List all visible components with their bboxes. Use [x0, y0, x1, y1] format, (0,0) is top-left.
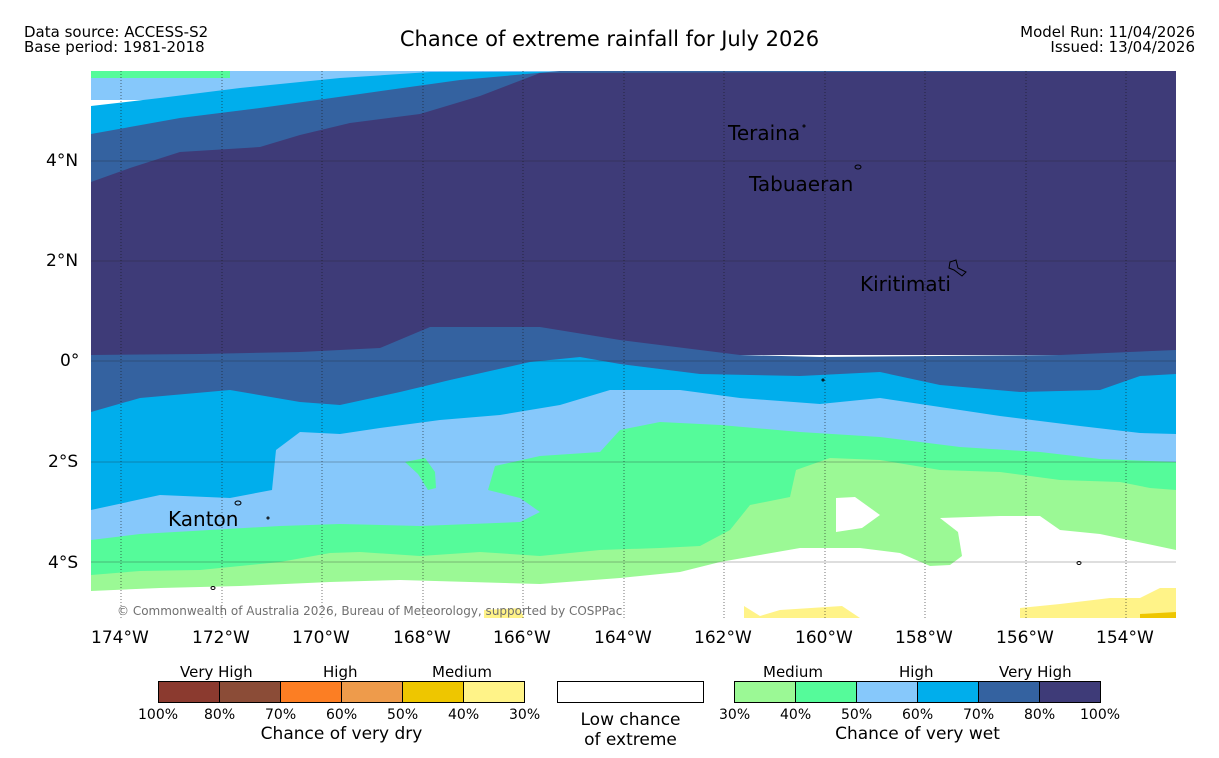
teraina-island [802, 124, 806, 128]
lat-label-4n: 4°N [46, 151, 79, 171]
dry-swatch-40-30 [464, 682, 524, 702]
lon-label-174w: 174°W [91, 628, 149, 648]
dry-level-medium: Medium [432, 663, 492, 681]
wet-tick-80: 80% [1024, 707, 1056, 723]
low-chance-patch [836, 497, 880, 532]
map-title: Chance of extreme rainfall for July 2026 [399, 27, 820, 51]
band-40-50-top [91, 71, 230, 78]
wet-swatch-80-100 [1040, 682, 1100, 702]
wet-tick-60: 60% [902, 707, 934, 723]
place-label-teraina: Teraina [728, 121, 801, 145]
dry-tick-30: 30% [509, 707, 541, 723]
dry-level-very-high: Very High [180, 663, 253, 681]
island-outlines [210, 124, 1082, 590]
lat-label-0: 0° [60, 351, 80, 371]
small-island-2 [1076, 561, 1082, 565]
dry-40-50-patch [1140, 612, 1176, 618]
dry-tick-80: 80% [204, 707, 236, 723]
wet-level-very-high: Very High [999, 663, 1072, 681]
dry-tick-40: 40% [448, 707, 480, 723]
lon-label-158w: 158°W [895, 628, 953, 648]
lon-label-170w: 170°W [292, 628, 350, 648]
dry-colorbar [158, 681, 525, 703]
lon-label-162w: 162°W [694, 628, 752, 648]
small-island-4 [821, 378, 825, 382]
lon-label-154w: 154°W [1096, 628, 1154, 648]
lon-label-166w: 166°W [493, 628, 551, 648]
place-label-tabuaeran: Tabuaeran [749, 172, 854, 196]
lon-label-164w: 164°W [594, 628, 652, 648]
lat-label-2n: 2°N [46, 251, 79, 271]
lon-label-160w: 160°W [795, 628, 853, 648]
wet-swatch-70-80 [979, 682, 1040, 702]
wet-swatch-60-70 [918, 682, 979, 702]
small-island-1 [210, 586, 216, 590]
dry-swatch-80-70 [220, 682, 281, 702]
wet-tick-50: 50% [841, 707, 873, 723]
dry-tick-60: 60% [326, 707, 358, 723]
lat-label-4s: 4°S [48, 553, 79, 573]
longitude-gridlines [120, 71, 1127, 618]
wet-swatch-30-40 [735, 682, 796, 702]
place-label-kanton: Kanton [168, 507, 239, 531]
dry-tick-100: 100% [138, 707, 179, 723]
kiritimati-island [948, 259, 967, 277]
dry-swatch-70-60 [281, 682, 342, 702]
wet-colorbar [734, 681, 1101, 703]
dry-swatch-50-40 [403, 682, 464, 702]
dry-swatch-100-80 [159, 682, 220, 702]
dry-30-40-patch-3 [1020, 588, 1176, 618]
tabuaeran-island [854, 164, 862, 170]
dry-tick-70: 70% [265, 707, 297, 723]
small-island-3 [266, 516, 270, 520]
band-80-100 [91, 71, 1176, 355]
lon-label-168w: 168°W [393, 628, 451, 648]
wet-level-high: High [899, 663, 934, 681]
wet-level-medium: Medium [763, 663, 823, 681]
base-period-label: Base period: 1981-2018 [24, 38, 205, 56]
low-chance-line2: of extreme [584, 730, 677, 750]
dry-level-high: High [323, 663, 358, 681]
lon-label-172w: 172°W [192, 628, 250, 648]
band-40-50-patch [405, 458, 436, 490]
kanton-island [234, 500, 242, 506]
issued-label: Issued: 13/04/2026 [1050, 38, 1195, 56]
low-chance-swatch [557, 681, 704, 703]
wet-tick-40: 40% [780, 707, 812, 723]
wet-caption: Chance of very wet [835, 724, 1000, 744]
lat-label-2s: 2°S [48, 452, 79, 472]
wet-swatch-40-50 [796, 682, 857, 702]
wet-swatch-50-60 [857, 682, 918, 702]
dry-30-40-patch-2 [744, 606, 860, 618]
model-run-label: Model Run: 11/04/2026 [1020, 23, 1195, 41]
low-chance-line1: Low chance [580, 710, 681, 730]
lon-label-156w: 156°W [996, 628, 1054, 648]
dry-30-40-patch-1 [484, 608, 524, 618]
latitude-gridlines [91, 160, 1176, 563]
dry-caption: Chance of very dry [260, 724, 423, 744]
copyright-credit: © Commonwealth of Australia 2026, Bureau… [117, 604, 623, 618]
place-label-kiritimati: Kiritimati [860, 272, 951, 296]
wet-tick-100: 100% [1080, 707, 1121, 723]
dry-tick-50: 50% [387, 707, 419, 723]
wet-tick-70: 70% [963, 707, 995, 723]
wet-tick-30: 30% [719, 707, 751, 723]
dry-swatch-60-50 [342, 682, 403, 702]
low-chance-area [91, 516, 1176, 618]
data-source-label: Data source: ACCESS-S2 [24, 23, 209, 41]
